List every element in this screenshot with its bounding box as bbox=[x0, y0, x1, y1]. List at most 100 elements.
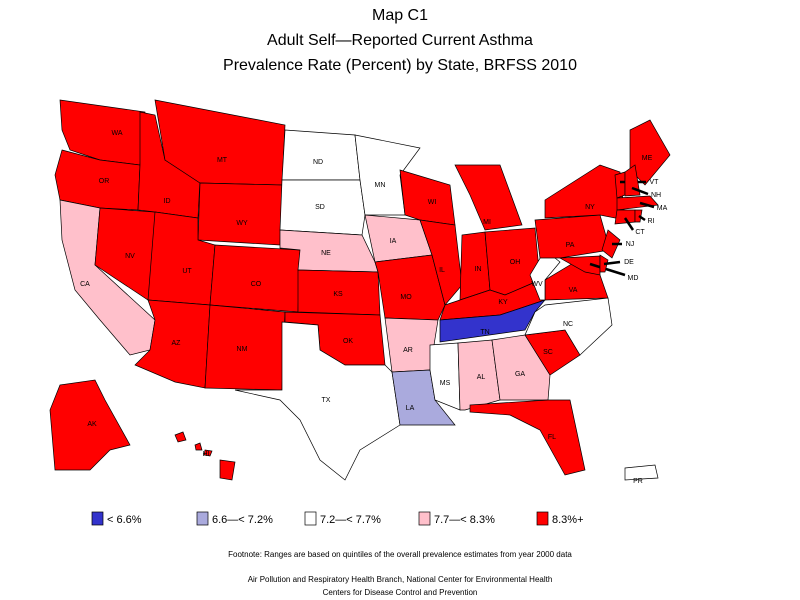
state bbox=[54, 149, 141, 211]
state bbox=[624, 164, 641, 197]
state bbox=[281, 129, 361, 181]
state-label: DE bbox=[624, 259, 634, 266]
leader-line bbox=[603, 260, 621, 266]
state-label: NM bbox=[237, 346, 248, 353]
state bbox=[209, 244, 301, 313]
leader-line bbox=[631, 186, 649, 196]
title-line: Prevalence Rate (Percent) by State, BRFS… bbox=[223, 57, 577, 74]
state-label: NE bbox=[321, 250, 331, 257]
credit: Centers for Disease Control and Preventi… bbox=[323, 588, 478, 597]
legend-label: 7.7—< 8.3% bbox=[434, 514, 495, 526]
legend-label: 8.3%+ bbox=[552, 514, 584, 526]
state-label: AR bbox=[403, 347, 413, 354]
legend-swatch bbox=[91, 511, 104, 526]
legend-swatch bbox=[196, 511, 209, 526]
state bbox=[544, 164, 626, 221]
state-label: MT bbox=[217, 157, 228, 164]
state-label: KY bbox=[498, 299, 508, 306]
state-label: NY bbox=[585, 204, 595, 211]
credit: Air Pollution and Respiratory Health Bra… bbox=[248, 575, 553, 584]
state-label: ND bbox=[313, 159, 323, 166]
state-label: UT bbox=[182, 268, 192, 275]
state-label: HI bbox=[203, 451, 210, 458]
state-label: GA bbox=[515, 371, 525, 378]
state-label: ME bbox=[642, 155, 653, 162]
state bbox=[624, 464, 659, 481]
state-label: AL bbox=[477, 374, 486, 381]
legend-swatch bbox=[418, 511, 431, 526]
state-label: TN bbox=[480, 329, 489, 336]
state bbox=[234, 321, 401, 481]
state-label: MA bbox=[657, 205, 668, 212]
state-label: WV bbox=[531, 281, 543, 288]
state bbox=[279, 179, 366, 236]
title-line: Adult Self—Reported Current Asthma bbox=[267, 32, 533, 49]
state-label: MI bbox=[483, 219, 491, 226]
state-label: IA bbox=[390, 238, 397, 245]
footnote: Footnote: Ranges are based on quintiles … bbox=[228, 550, 572, 559]
state-label: FL bbox=[548, 434, 556, 441]
state-label: MN bbox=[375, 182, 386, 189]
state-label: WA bbox=[111, 130, 122, 137]
leader-line bbox=[639, 201, 655, 209]
state-label: SD bbox=[315, 204, 325, 211]
state bbox=[469, 399, 586, 476]
legend-swatch bbox=[304, 511, 317, 526]
state bbox=[491, 334, 551, 401]
state-label: CT bbox=[635, 229, 645, 236]
state-label: WI bbox=[428, 199, 437, 206]
state bbox=[601, 229, 621, 259]
state bbox=[429, 342, 461, 411]
state-label: PA bbox=[566, 242, 575, 249]
state-label: WY bbox=[236, 220, 248, 227]
state-label: LA bbox=[406, 405, 415, 412]
state-label: MD bbox=[628, 275, 639, 282]
state-label: VT bbox=[650, 179, 660, 186]
leader-line bbox=[623, 217, 635, 231]
state-label: NH bbox=[651, 192, 661, 199]
state-label: PR bbox=[633, 478, 643, 485]
state-label: ID bbox=[164, 198, 171, 205]
legend-label: 6.6—< 7.2% bbox=[212, 514, 273, 526]
state bbox=[49, 379, 131, 471]
state-label: OR bbox=[99, 178, 110, 185]
state bbox=[629, 119, 671, 186]
state-label: MS bbox=[440, 380, 451, 387]
state-label: RI bbox=[648, 218, 655, 225]
state bbox=[399, 169, 456, 226]
state bbox=[614, 209, 636, 225]
legend-label: < 6.6% bbox=[107, 514, 142, 526]
state-label: AZ bbox=[172, 340, 182, 347]
state-label: IL bbox=[439, 267, 445, 274]
state-label: SC bbox=[543, 349, 553, 356]
state-label: NJ bbox=[626, 241, 635, 248]
state-label: OK bbox=[343, 338, 353, 345]
state-label: VA bbox=[569, 287, 578, 294]
state-label: MO bbox=[400, 294, 412, 301]
leader-line bbox=[638, 214, 646, 222]
leader-line bbox=[589, 262, 626, 277]
state bbox=[419, 219, 463, 306]
state-label: OH bbox=[510, 259, 521, 266]
state bbox=[197, 182, 283, 246]
state-label: CA bbox=[80, 281, 90, 288]
state bbox=[616, 195, 659, 211]
state bbox=[174, 431, 236, 481]
state bbox=[524, 297, 613, 356]
state-label: TX bbox=[322, 397, 331, 404]
state-label: IN bbox=[475, 266, 482, 273]
state-label: AK bbox=[87, 421, 97, 428]
state-label: CO bbox=[251, 281, 262, 288]
state bbox=[534, 214, 611, 259]
legend-swatch bbox=[536, 511, 549, 526]
state bbox=[614, 171, 626, 199]
state bbox=[558, 255, 601, 276]
state bbox=[634, 209, 643, 223]
title-line: Map C1 bbox=[372, 7, 428, 24]
legend-label: 7.2—< 7.7% bbox=[320, 514, 381, 526]
state bbox=[454, 164, 523, 231]
state-label: NC bbox=[563, 321, 573, 328]
state bbox=[391, 369, 456, 426]
state-label: NV bbox=[125, 253, 135, 260]
